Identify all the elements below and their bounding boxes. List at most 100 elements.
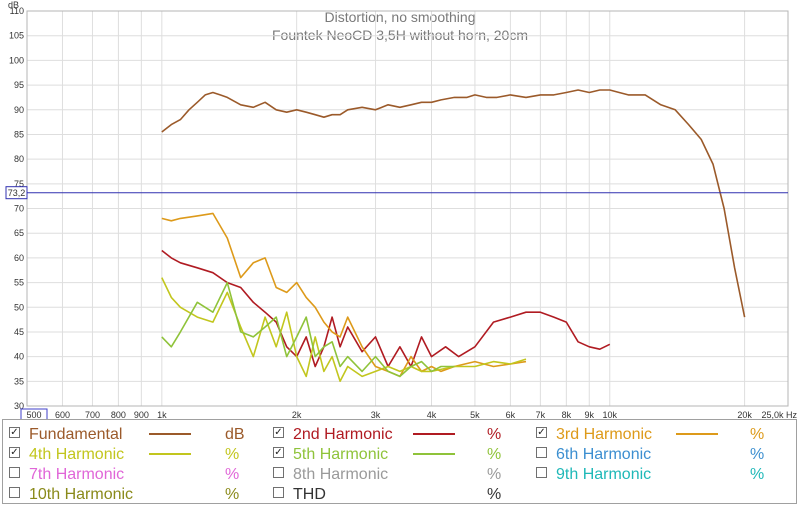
legend-item-4th-harmonic[interactable]: ✓ 4th Harmonic% (9, 445, 265, 463)
grid-lines (26, 10, 789, 407)
legend-checkbox[interactable]: ✓ (9, 427, 20, 438)
legend-checkbox[interactable]: ✓ (273, 427, 284, 438)
cursor-value-box[interactable] (5, 186, 28, 200)
legend-item-5th-harmonic[interactable]: ✓ 5th Harmonic% (273, 445, 529, 463)
y-tick-label: 45 (14, 327, 24, 337)
legend-line-swatch (413, 433, 455, 435)
x-tick-label: 1k (157, 410, 167, 420)
series-lines (161, 89, 746, 383)
x-tick-label: 8k (562, 410, 572, 420)
legend-item-8th-harmonic[interactable]: 8th Harmonic% (273, 465, 529, 483)
legend-unit: % (750, 446, 765, 463)
legend-unit: % (750, 426, 765, 443)
x-tick-label: 4k (427, 410, 437, 420)
y-axis-ticks: 30 35 40 45 50 55 60 65 70 75 80 85 90 95 100 105 110 (9, 6, 24, 411)
legend-checkbox[interactable] (536, 467, 547, 478)
legend-label: 6th Harmonic (556, 446, 652, 463)
legend-item-10th-harmonic[interactable]: 10th Harmonic% (9, 485, 265, 503)
x-tick-label: 7k (536, 410, 546, 420)
x-tick-label: 2k (292, 410, 302, 420)
legend-line-swatch (149, 453, 191, 455)
legend-label: Fundamental (29, 426, 123, 443)
legend-label: 7th Harmonic (29, 466, 125, 483)
legend-checkbox[interactable]: ✓ (536, 427, 547, 438)
legend-unit: dB (225, 426, 245, 443)
legend-checkbox[interactable] (9, 467, 20, 478)
y-tick-label: 80 (14, 154, 24, 164)
x-tick-label: 10k (602, 410, 617, 420)
y-tick-label: 50 (14, 302, 24, 312)
series-line-5th-harmonic (161, 281, 455, 378)
legend-item-3rd-harmonic[interactable]: ✓ 3rd Harmonic% (536, 425, 792, 443)
legend-label: 5th Harmonic (293, 446, 389, 463)
distortion-chart[interactable]: Distortion, no smoothing Fountek NeoCD 3… (0, 0, 800, 420)
x-tick-label: 5k (470, 410, 480, 420)
legend-item-9th-harmonic[interactable]: 9th Harmonic% (536, 465, 792, 483)
legend-item-2nd-harmonic[interactable]: ✓ 2nd Harmonic% (273, 425, 529, 443)
y-tick-label: 90 (14, 105, 24, 115)
legend-unit: % (487, 466, 502, 483)
legend-checkbox[interactable] (273, 467, 284, 478)
x-tick-label: 700 (85, 410, 100, 420)
x-tick-label: 25,0k Hz (761, 410, 797, 420)
legend-item-thd[interactable]: THD% (273, 485, 529, 503)
legend-label: 2nd Harmonic (293, 426, 393, 443)
legend-unit: % (225, 486, 240, 503)
legend-checkbox[interactable]: ✓ (9, 447, 20, 458)
x-axis-ticks: 500 600 700 800 900 1k 2k 3k 4k 5k 6k 7k 8k 9k 10k 20k 2… (20, 408, 797, 420)
legend-item-7th-harmonic[interactable]: 7th Harmonic% (9, 465, 265, 483)
y-tick-label: 55 (14, 278, 24, 288)
plot-area-frame (26, 10, 789, 407)
y-axis-label: dB (8, 0, 19, 10)
chart-title: Distortion, no smoothing (325, 9, 476, 25)
legend-checkbox[interactable]: ✓ (273, 447, 284, 458)
legend-unit: % (750, 466, 765, 483)
x-tick-label: 20k (737, 410, 752, 420)
x-tick-label: 6k (506, 410, 516, 420)
series-line-4th-harmonic (161, 277, 527, 383)
x-tick-label: 3k (371, 410, 381, 420)
legend-checkbox[interactable] (273, 487, 284, 498)
x-tick-label: 9k (585, 410, 595, 420)
cursor-line[interactable]: 73,2 (5, 186, 788, 200)
y-tick-label: 100 (9, 55, 24, 65)
y-tick-label: 70 (14, 204, 24, 214)
y-tick-label: 35 (14, 376, 24, 386)
x-tick-label: 500 (26, 410, 41, 420)
series-line-2nd-harmonic (161, 249, 611, 368)
legend-checkbox[interactable] (9, 487, 20, 498)
legend-unit: % (487, 486, 502, 503)
legend-item-6th-harmonic[interactable]: 6th Harmonic% (536, 445, 792, 463)
y-tick-label: 40 (14, 352, 24, 362)
series-line-3rd-harmonic (161, 212, 527, 378)
y-tick-label: 30 (14, 401, 24, 411)
chart-subtitle: Fountek NeoCD 3,5H without horn, 20cm (272, 27, 528, 43)
y-tick-label: 60 (14, 253, 24, 263)
y-tick-label: 95 (14, 80, 24, 90)
legend-label: THD (293, 486, 326, 503)
legend-label: 9th Harmonic (556, 466, 652, 483)
legend-checkbox[interactable] (536, 447, 547, 458)
legend-label: 4th Harmonic (29, 446, 125, 463)
legend-item-fundamental[interactable]: ✓ Fundamental dB (9, 425, 265, 443)
series-line-fundamental (161, 89, 746, 318)
x-tick-label: 800 (111, 410, 126, 420)
legend-unit: % (487, 426, 502, 443)
x-range-start-box[interactable] (20, 408, 48, 420)
y-tick-label: 105 (9, 31, 24, 41)
legend-line-swatch (413, 453, 455, 455)
legend-unit: % (225, 466, 240, 483)
legend-panel: ✓ Fundamental dB ✓ 2nd Harmonic% ✓ 3rd Harmoni… (2, 419, 797, 504)
x-tick-label: 600 (55, 410, 70, 420)
legend-label: 3rd Harmonic (556, 426, 653, 443)
y-tick-label: 110 (10, 6, 24, 16)
legend-unit: % (487, 446, 502, 463)
legend-line-swatch (676, 433, 718, 435)
legend-unit: % (225, 446, 240, 463)
cursor-value-label: 73,2 (8, 188, 26, 198)
legend-label: 10th Harmonic (29, 486, 134, 503)
legend-label: 8th Harmonic (293, 466, 389, 483)
y-tick-label: 75 (14, 179, 24, 189)
y-tick-label: 65 (14, 228, 24, 238)
x-tick-label: 900 (134, 410, 149, 420)
